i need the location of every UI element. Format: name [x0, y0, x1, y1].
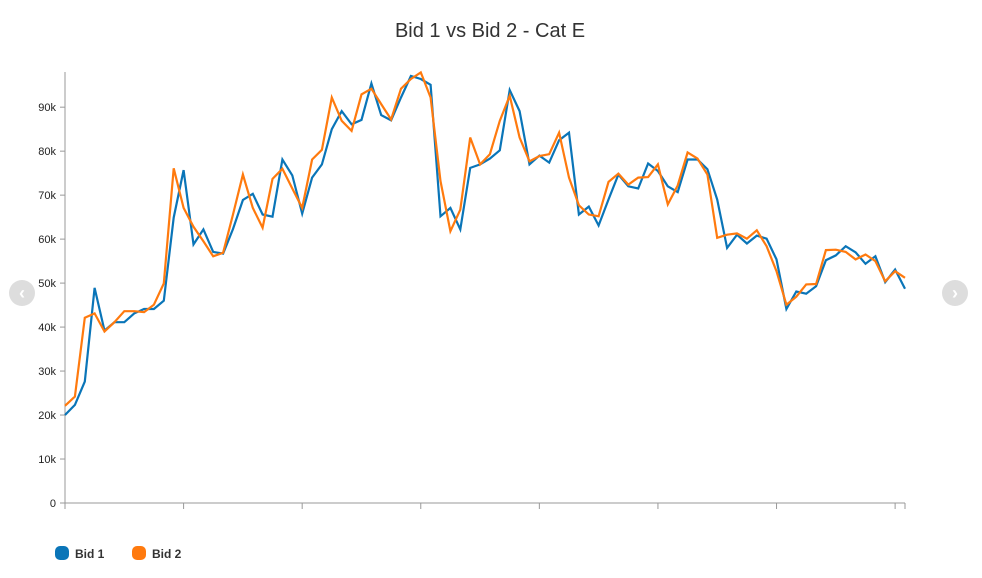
series-line-bid-2	[64, 70, 906, 407]
legend-item-bid-2[interactable]: Bid 2	[132, 546, 182, 561]
legend-swatch-bid-2	[132, 546, 146, 560]
legend: Bid 1 Bid 2	[55, 546, 182, 561]
y-tick-label: 30k	[38, 366, 56, 378]
x-axis	[64, 502, 906, 509]
series-lines	[64, 70, 906, 416]
chart-title: Bid 1 vs Bid 2 - Cat E	[395, 20, 585, 42]
chevron-right-icon: ›	[952, 283, 958, 303]
legend-label-bid-1: Bid 1	[75, 547, 105, 561]
prev-chart-button[interactable]: ‹	[9, 280, 35, 306]
chevron-left-icon: ‹	[19, 283, 25, 303]
series-line-bid-1	[64, 74, 906, 416]
y-tick-label: 20k	[38, 410, 56, 422]
y-tick-label: 90k	[38, 102, 56, 114]
y-axis: 0 10k 20k 30k 40k 50k 60k 70k 80k 90k	[38, 72, 66, 510]
y-tick-label: 50k	[38, 278, 56, 290]
y-tick-label: 60k	[38, 234, 56, 246]
y-tick-label: 40k	[38, 322, 56, 334]
y-tick-label: 0	[50, 498, 56, 510]
y-tick-label: 80k	[38, 146, 56, 158]
legend-item-bid-1[interactable]: Bid 1	[55, 546, 105, 561]
legend-swatch-bid-1	[55, 546, 69, 560]
next-chart-button[interactable]: ›	[942, 280, 968, 306]
legend-label-bid-2: Bid 2	[152, 547, 182, 561]
y-tick-label: 10k	[38, 454, 56, 466]
y-tick-label: 70k	[38, 190, 56, 202]
